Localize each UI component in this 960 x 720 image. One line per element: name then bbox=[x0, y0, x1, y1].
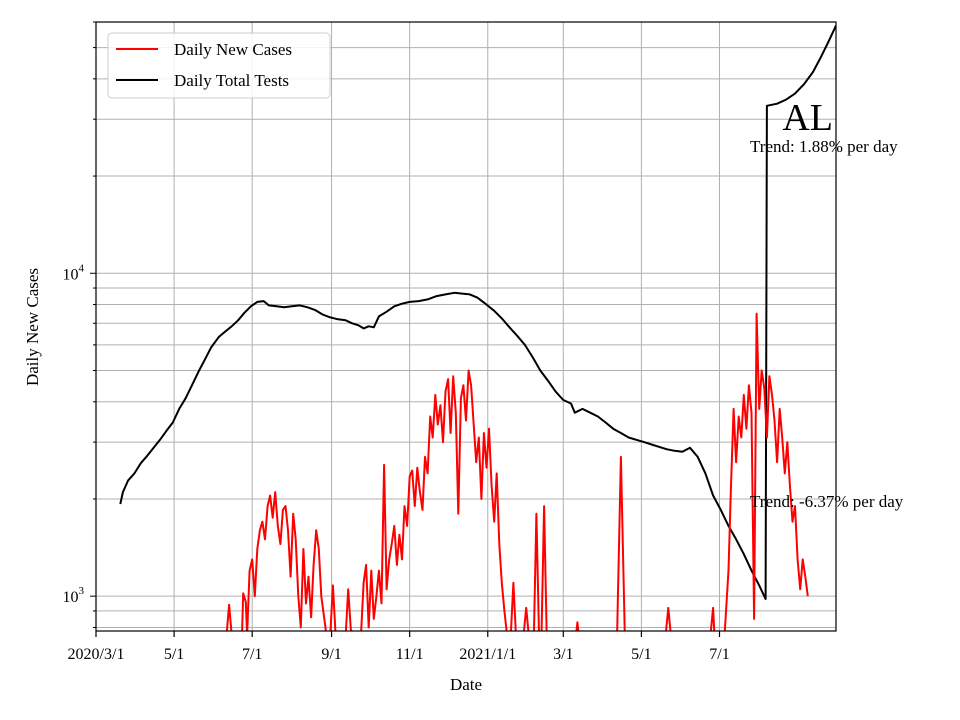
legend-label-daily-total-tests: Daily Total Tests bbox=[174, 71, 289, 90]
x-axis-label: Date bbox=[450, 675, 482, 694]
legend-label-daily-new-cases: Daily New Cases bbox=[174, 40, 292, 59]
legend: Daily New Cases Daily Total Tests bbox=[107, 32, 331, 99]
series-line-daily-total-tests bbox=[119, 25, 836, 600]
tests-trend-annotation: Trend: 1.88% per day bbox=[750, 137, 898, 156]
y-tick-label: 103 bbox=[63, 585, 85, 606]
y-tick-label: 104 bbox=[63, 262, 85, 283]
x-tick-label: 5/1 bbox=[164, 646, 184, 663]
series-line-daily-new-cases bbox=[509, 581, 517, 631]
cases-trend-annotation: Trend: -6.37% per day bbox=[750, 492, 904, 511]
x-tick-label: 5/1 bbox=[631, 646, 651, 663]
x-tick-label: 2021/1/1 bbox=[459, 646, 516, 663]
series-line-daily-new-cases bbox=[709, 606, 716, 631]
y-axis-label: Daily New Cases bbox=[23, 268, 42, 386]
ticks: 2020/3/1 5/1 7/1 9/1 11/1 2021/1/1 3/1 5/1 7/1 10… bbox=[63, 21, 730, 663]
series-line-daily-new-cases bbox=[540, 505, 548, 631]
x-tick-label: 3/1 bbox=[553, 646, 573, 663]
legend-box bbox=[107, 32, 331, 99]
state-label: AL bbox=[782, 97, 833, 139]
series-line-daily-new-cases bbox=[522, 606, 530, 631]
series-line-daily-new-cases bbox=[532, 512, 540, 631]
series-line-daily-new-cases bbox=[225, 603, 233, 631]
series-line-daily-new-cases bbox=[329, 584, 337, 631]
series-line-daily-new-cases bbox=[616, 455, 626, 631]
series-line-daily-new-cases bbox=[241, 491, 327, 631]
series-line-daily-new-cases bbox=[360, 369, 508, 631]
x-tick-label: 2020/3/1 bbox=[68, 646, 125, 663]
plot-frame bbox=[95, 21, 837, 632]
x-tick-label: 7/1 bbox=[709, 646, 729, 663]
x-tick-label: 9/1 bbox=[321, 646, 341, 663]
series-line-daily-new-cases bbox=[665, 606, 672, 631]
series-line-daily-new-cases bbox=[344, 588, 353, 631]
x-tick-label: 7/1 bbox=[242, 646, 262, 663]
series-line-daily-new-cases bbox=[723, 312, 809, 631]
series-area bbox=[119, 25, 836, 631]
x-tick-label: 11/1 bbox=[396, 646, 424, 663]
